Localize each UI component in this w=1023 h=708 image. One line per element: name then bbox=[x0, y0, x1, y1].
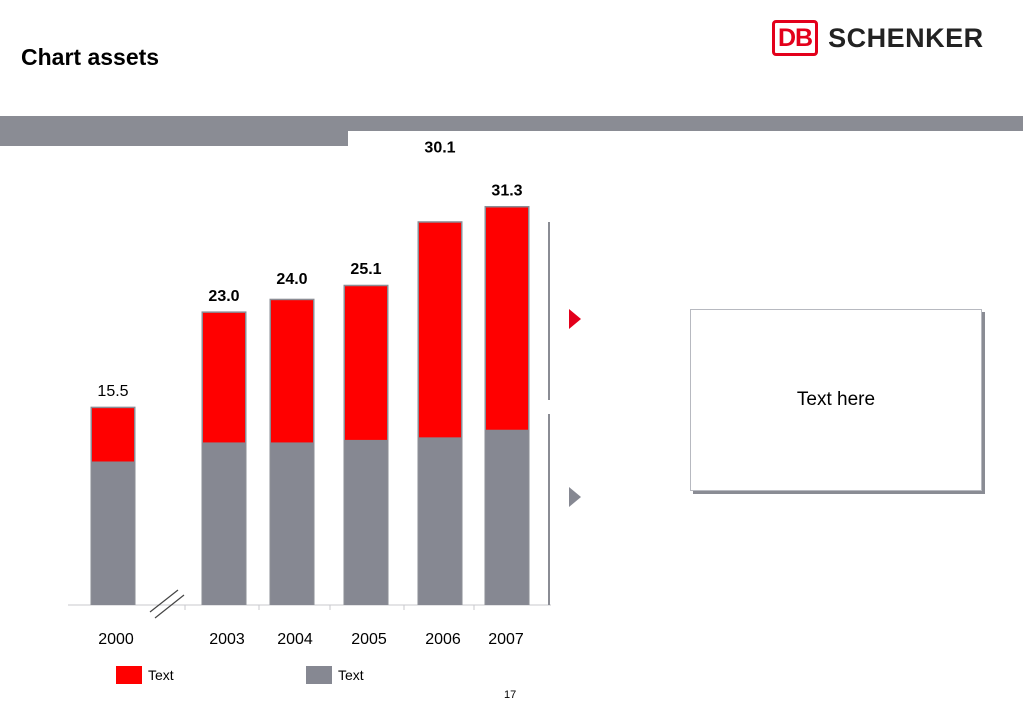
grey-arrow-icon bbox=[569, 487, 581, 507]
x-tick-label: 2006 bbox=[425, 631, 461, 648]
bar-total-label: 31.3 bbox=[491, 182, 522, 199]
db-logo-mark: DB bbox=[772, 20, 819, 56]
legend-swatch-grey bbox=[306, 666, 332, 684]
bar-segment-red bbox=[92, 408, 134, 462]
legend-label-grey: Text bbox=[338, 667, 364, 683]
bar-segment-grey bbox=[203, 442, 245, 605]
bar-segment-grey bbox=[486, 429, 528, 605]
bar-segment-red bbox=[203, 312, 245, 443]
x-tick-label: 2003 bbox=[209, 631, 245, 648]
bar-total-label: 15.5 bbox=[97, 383, 128, 400]
bar-segment-red bbox=[419, 222, 461, 438]
header-band-right bbox=[348, 116, 1023, 131]
bar-total-label: 30.1 bbox=[424, 140, 455, 157]
bar-segment-red bbox=[345, 286, 387, 440]
axis-break-mark bbox=[149, 589, 179, 613]
bar-segment-red bbox=[486, 207, 528, 430]
axis-break-mark bbox=[154, 594, 185, 619]
x-tick-label: 2007 bbox=[488, 631, 524, 648]
bar-segment-grey bbox=[345, 439, 387, 605]
text-placeholder-box[interactable]: Text here bbox=[690, 309, 982, 491]
x-tick-label: 2005 bbox=[351, 631, 387, 648]
legend-item-grey: Text bbox=[306, 666, 364, 684]
x-tick-label: 2004 bbox=[277, 631, 313, 648]
legend-item-red: Text bbox=[116, 666, 174, 684]
bar-segment-red bbox=[271, 300, 313, 443]
db-schenker-logo: DB SCHENKER bbox=[772, 18, 984, 58]
bar-segment-grey bbox=[419, 437, 461, 605]
logo-wordmark: SCHENKER bbox=[828, 22, 984, 53]
header-band-left bbox=[0, 116, 348, 146]
page-title: Chart assets bbox=[21, 44, 160, 70]
page-number: 17 bbox=[504, 689, 517, 701]
bar-total-label: 25.1 bbox=[350, 261, 381, 278]
textbox-text: Text here bbox=[796, 389, 876, 410]
red-arrow-icon bbox=[569, 309, 581, 329]
bar-segment-grey bbox=[271, 442, 313, 605]
x-tick-label: 2000 bbox=[98, 631, 134, 648]
legend-swatch-red bbox=[116, 666, 142, 684]
bar-total-label: 23.0 bbox=[208, 288, 239, 305]
legend-label-red: Text bbox=[148, 667, 174, 683]
bar-segment-grey bbox=[92, 461, 134, 605]
bar-total-label: 24.0 bbox=[276, 271, 307, 288]
